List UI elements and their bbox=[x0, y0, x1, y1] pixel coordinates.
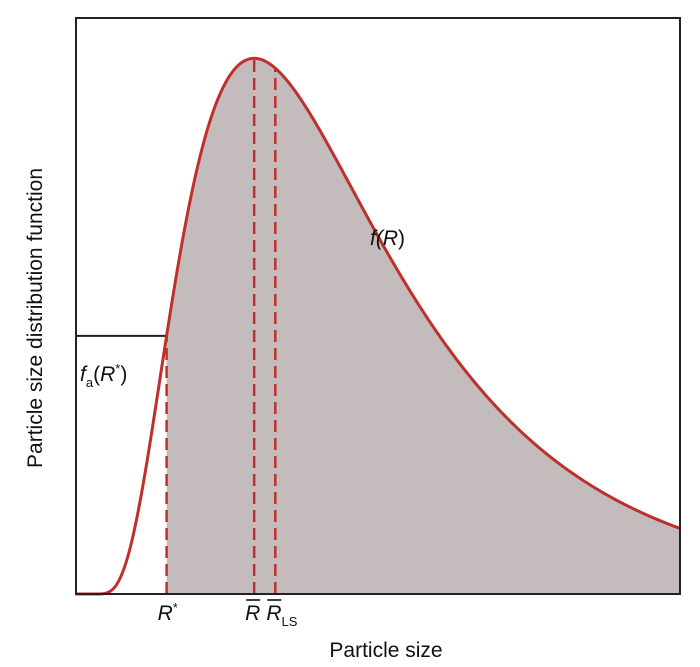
marker-label-r-mean: R bbox=[245, 602, 260, 625]
y-axis-label: Particle size distribution function bbox=[24, 168, 47, 468]
marker-lines bbox=[165, 58, 277, 594]
marker-labels: R* R RLS bbox=[158, 599, 298, 629]
marker-label-r-star: R* bbox=[158, 600, 178, 625]
distribution-curve bbox=[76, 56, 681, 596]
threshold-label: fa(R*) bbox=[80, 361, 127, 390]
marker-label-r-ls: RLS bbox=[266, 602, 297, 629]
x-axis-label: Particle size bbox=[329, 639, 442, 662]
shaded-area bbox=[166, 58, 681, 594]
curve-label: f(R) bbox=[370, 227, 405, 250]
plot-frame bbox=[75, 17, 681, 595]
